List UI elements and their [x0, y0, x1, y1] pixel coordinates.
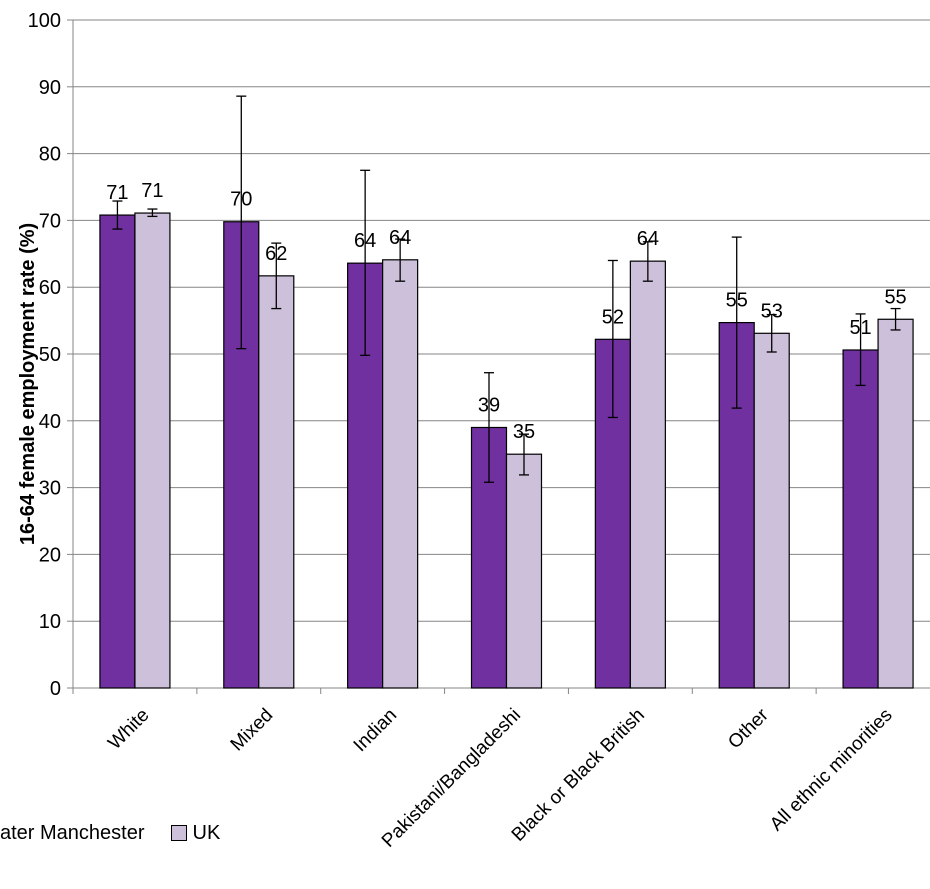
bar: [877, 318, 914, 689]
data-label: 55: [726, 290, 748, 312]
legend-label-uk: UK: [192, 821, 221, 844]
data-label: 71: [141, 180, 163, 202]
y-tick-label: 60: [39, 277, 61, 299]
bar: [382, 259, 419, 689]
legend-item-greater-manchester: ater Manchester: [0, 822, 145, 845]
data-label: 62: [265, 243, 287, 265]
data-label: 71: [106, 182, 128, 204]
legend: ater Manchester UK: [0, 818, 220, 848]
legend-label-greater-manchester: ater Manchester: [0, 821, 145, 844]
data-label: 52: [602, 306, 624, 328]
category-label: Other: [724, 704, 773, 753]
y-tick-label: 70: [39, 210, 61, 232]
y-axis-title: 16-64 female employment rate (%): [17, 223, 39, 545]
y-tick-label: 50: [39, 344, 61, 366]
bar: [629, 260, 666, 689]
bar: [842, 349, 879, 689]
data-label: 35: [513, 421, 535, 443]
category-label: Indian: [350, 705, 401, 756]
category-label: Mixed: [227, 705, 278, 756]
y-tick-label: 80: [39, 144, 61, 166]
data-label: 53: [761, 300, 783, 322]
y-tick-label: 40: [39, 411, 61, 433]
data-label: 51: [849, 317, 871, 339]
bar: [134, 212, 171, 689]
category-label: Black or Black British: [508, 705, 649, 846]
bar: [753, 332, 790, 689]
bar: [99, 214, 136, 689]
data-label: 64: [389, 227, 411, 249]
y-tick-label: 90: [39, 77, 61, 99]
category-label: White: [104, 705, 153, 754]
category-label: All ethnic minorities: [766, 705, 897, 836]
y-tick-label: 100: [28, 10, 61, 32]
y-tick-label: 20: [39, 544, 61, 566]
legend-swatch-uk: [170, 825, 187, 841]
y-tick-label: 10: [39, 611, 61, 633]
category-label: Pakistani/Bangladeshi: [378, 705, 525, 852]
legend-item-uk: UK: [170, 821, 221, 845]
data-label: 64: [354, 230, 376, 252]
bar: [505, 453, 543, 689]
data-label: 64: [637, 228, 659, 250]
bar: [258, 275, 295, 689]
data-label: 55: [884, 286, 906, 308]
bar: [347, 262, 384, 689]
data-label: 70: [230, 189, 252, 211]
y-tick-label: 30: [39, 478, 61, 500]
y-tick-label: 0: [50, 678, 61, 700]
data-label: 39: [478, 394, 500, 416]
